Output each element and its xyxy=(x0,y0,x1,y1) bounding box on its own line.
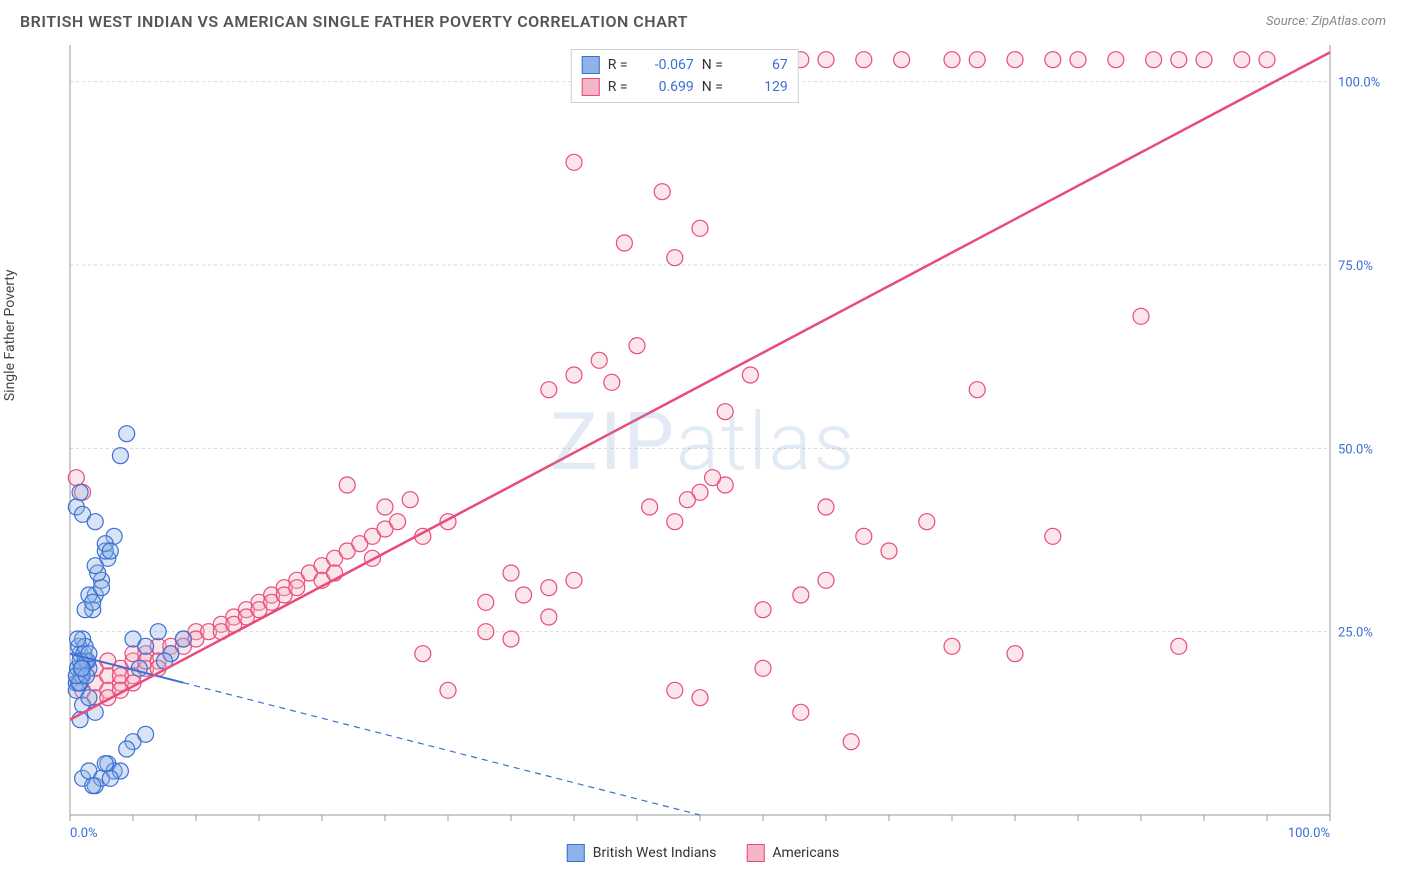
y-tick-label: 50.0% xyxy=(1338,442,1373,457)
n-label: N = xyxy=(702,57,730,73)
n-value: 129 xyxy=(738,79,788,95)
source-attribution: Source: ZipAtlas.com xyxy=(1266,14,1386,29)
y-tick-label: 75.0% xyxy=(1338,259,1373,274)
stats-row-amer: R = 0.699 N = 129 xyxy=(582,76,788,98)
stats-row-bwi: R = -0.067 N = 67 xyxy=(582,54,788,76)
trend-line-dashed-bwi xyxy=(183,683,700,815)
legend-swatch xyxy=(582,56,600,74)
x-tick-label: 100.0% xyxy=(1288,826,1330,841)
y-tick-label: 100.0% xyxy=(1338,76,1380,91)
scatter-chart: 25.0% 50.0% 75.0% 100.0% 0.0% 100.0% xyxy=(20,45,1386,855)
chart-container: Single Father Poverty 25.0%50.0%75.0%100… xyxy=(20,45,1386,872)
legend-swatch xyxy=(567,844,585,862)
series-bwi xyxy=(68,426,191,794)
r-label: R = xyxy=(608,79,636,95)
r-value: -0.067 xyxy=(644,57,694,73)
x-tick-label: 0.0% xyxy=(70,826,98,841)
legend-label: Americans xyxy=(772,845,839,861)
legend-swatch xyxy=(746,844,764,862)
n-label: N = xyxy=(702,79,730,95)
trend-line-amer xyxy=(70,52,1330,719)
r-label: R = xyxy=(608,57,636,73)
y-tick-label: 25.0% xyxy=(1338,626,1373,641)
stats-legend-box: R = -0.067 N = 67 R = 0.699 N = 129 xyxy=(571,49,799,103)
legend-swatch xyxy=(582,78,600,96)
legend-item-amer: Americans xyxy=(746,844,839,862)
legend-label: British West Indians xyxy=(593,845,717,861)
r-value: 0.699 xyxy=(644,79,694,95)
legend-item-bwi: British West Indians xyxy=(567,844,717,862)
bottom-legend: British West Indians Americans xyxy=(567,844,839,862)
y-axis-label: Single Father Poverty xyxy=(2,269,18,401)
chart-title: BRITISH WEST INDIAN VS AMERICAN SINGLE F… xyxy=(20,12,688,31)
n-value: 67 xyxy=(738,57,788,73)
